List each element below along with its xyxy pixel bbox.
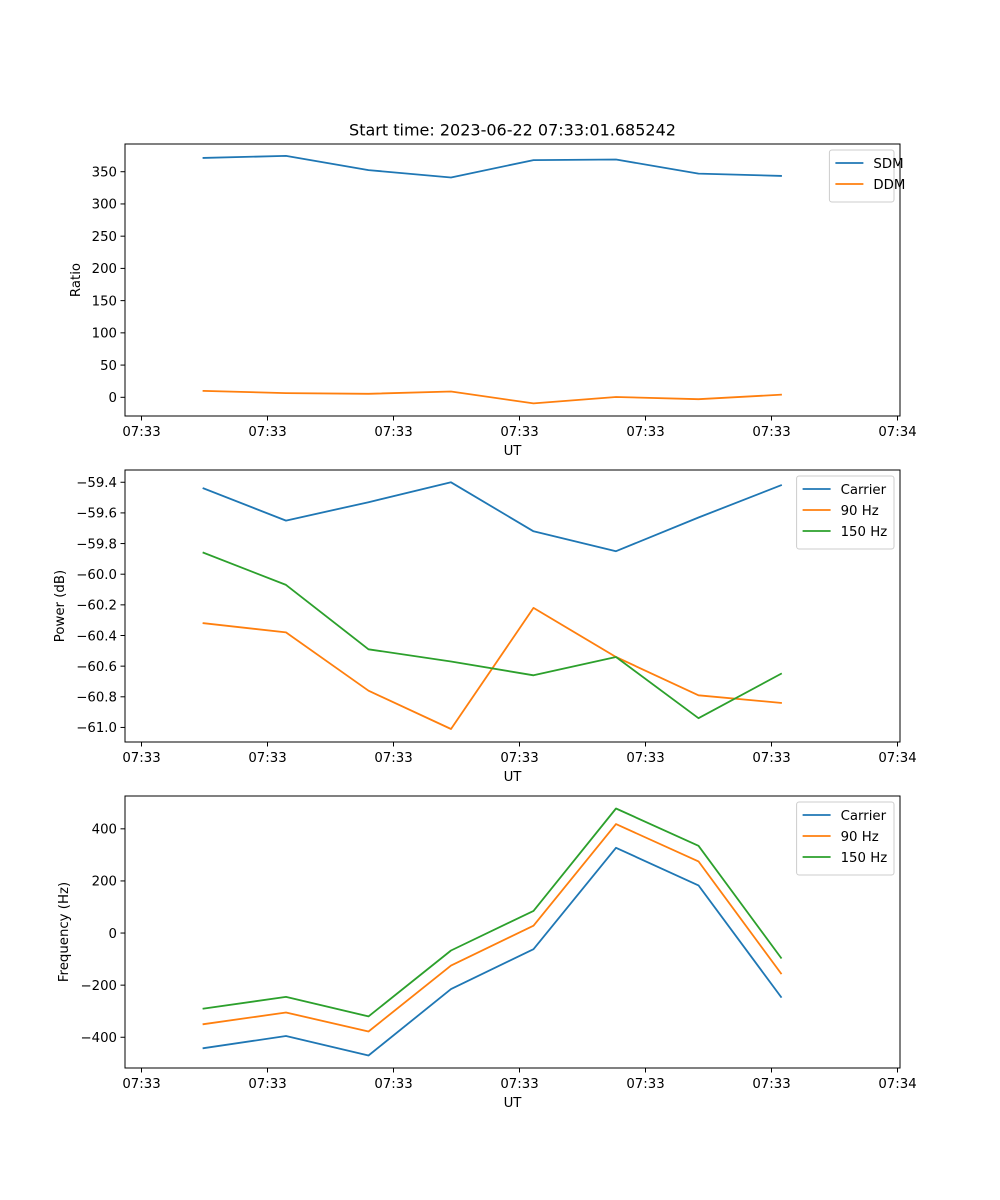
ratio-y-tick-label: 0: [109, 391, 117, 406]
ratio-y-tick-label: 300: [92, 198, 117, 213]
power-y-tick-label: −60.4: [76, 629, 117, 644]
ratio-panel: 07:33 07:33 07:33 07:33 07:33 07:33 07:34 0 50 10…: [69, 143, 917, 459]
frequency-x-tick-label: 07:34: [878, 1077, 916, 1092]
ratio-y-tick-label: 50: [100, 359, 117, 374]
frequency-y-tick-label: 200: [92, 875, 117, 890]
power-y-tick-label: −60.8: [76, 691, 117, 706]
power-x-tick-label: 07:34: [878, 751, 916, 766]
power-x-tick-label: 07:33: [122, 751, 160, 766]
power-y-tick-label: −59.8: [76, 537, 117, 552]
ratio-legend-entry: SDM: [873, 157, 903, 172]
power-y-tick-label: −60.6: [76, 660, 117, 675]
power-x-tick-label: 07:33: [500, 751, 538, 766]
frequency-panel: 07:33 07:33 07:33 07:33 07:33 07:33 07:34 −400 −…: [57, 795, 917, 1111]
ratio-y-axis-label: Ratio: [69, 263, 84, 297]
frequency-legend-entry: 150 Hz: [841, 851, 888, 866]
ratio-x-tick-label: 07:33: [500, 425, 538, 440]
ratio-legend-entry: DDM: [873, 178, 905, 193]
frequency-x-tick-label: 07:33: [500, 1077, 538, 1092]
frequency-x-tick-label: 07:33: [752, 1077, 790, 1092]
frequency-y-tick-label: −200: [80, 979, 117, 994]
power-legend: Carrier 90 Hz 150 Hz: [796, 475, 895, 550]
ratio-x-tick-label: 07:33: [626, 425, 664, 440]
ratio-x-tick-label: 07:34: [878, 425, 916, 440]
frequency-y-tick-label: −400: [80, 1031, 117, 1046]
frequency-series-line-150-hz: [202, 807, 783, 1018]
ratio-y-tick-label: 150: [92, 294, 117, 309]
ratio-x-tick-label: 07:33: [752, 425, 790, 440]
frequency-y-axis-label: Frequency (Hz): [57, 882, 72, 982]
ratio-series-line-ddm: [202, 389, 782, 405]
power-x-tick-label: 07:33: [248, 751, 286, 766]
frequency-legend-entry: Carrier: [841, 809, 887, 824]
power-series-line-150-hz: [202, 551, 783, 720]
ratio-x-tick-label: 07:33: [122, 425, 160, 440]
ratio-y-tick-label: 200: [92, 262, 117, 277]
power-panel: 07:33 07:33 07:33 07:33 07:33 07:33 07:34 −61.0…: [53, 469, 917, 785]
power-legend-entry: 90 Hz: [841, 504, 879, 519]
power-y-axis-label: Power (dB): [53, 570, 68, 642]
frequency-x-tick-label: 07:33: [374, 1077, 412, 1092]
frequency-series-line-carrier: [202, 846, 783, 1057]
frequency-x-tick-label: 07:33: [122, 1077, 160, 1092]
figure-title: Start time: 2023-06-22 07:33:01.685242: [349, 121, 676, 140]
frequency-axes-frame: [124, 795, 901, 1069]
frequency-y-tick-label: 400: [92, 823, 117, 838]
ratio-axes-frame: [124, 143, 901, 417]
frequency-x-tick-label: 07:33: [626, 1077, 664, 1092]
ratio-x-tick-label: 07:33: [248, 425, 286, 440]
power-axes-frame: [124, 469, 901, 743]
frequency-legend-entry: 90 Hz: [841, 830, 879, 845]
ratio-x-tick-label: 07:33: [374, 425, 412, 440]
power-y-tick-label: −61.0: [76, 721, 117, 736]
ratio-y-tick-label: 100: [92, 327, 117, 342]
ratio-legend: SDM DDM: [828, 149, 905, 203]
power-x-tick-label: 07:33: [374, 751, 412, 766]
power-series-line-carrier: [202, 481, 783, 553]
power-x-tick-label: 07:33: [626, 751, 664, 766]
power-y-tick-label: −59.4: [76, 476, 117, 491]
ratio-x-axis-label: UT: [504, 444, 523, 459]
power-y-tick-label: −59.6: [76, 507, 117, 522]
ratio-y-tick-label: 250: [92, 230, 117, 245]
frequency-series-line-90-hz: [202, 823, 783, 1033]
frequency-x-axis-label: UT: [504, 1096, 523, 1111]
power-legend-entry: Carrier: [841, 483, 887, 498]
power-x-axis-label: UT: [504, 770, 523, 785]
power-x-tick-label: 07:33: [752, 751, 790, 766]
ratio-series-line-sdm: [202, 154, 782, 179]
power-y-tick-label: −60.2: [76, 599, 117, 614]
power-y-tick-label: −60.0: [76, 568, 117, 583]
frequency-y-tick-label: 0: [109, 927, 117, 942]
power-legend-entry: 150 Hz: [841, 525, 888, 540]
frequency-x-tick-label: 07:33: [248, 1077, 286, 1092]
ratio-y-tick-label: 350: [92, 166, 117, 181]
frequency-legend: Carrier 90 Hz 150 Hz: [796, 801, 895, 876]
